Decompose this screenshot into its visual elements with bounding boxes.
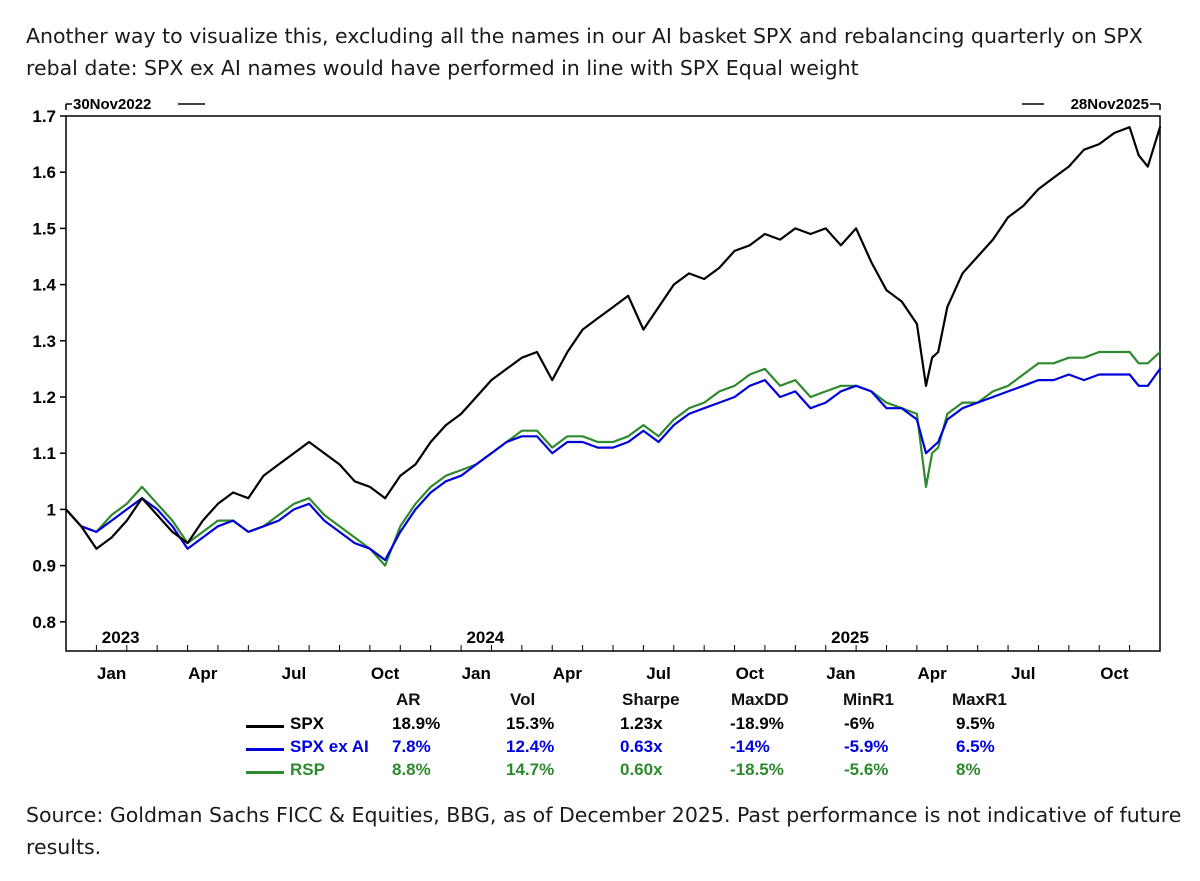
start-date-label: 30Nov2022 [73, 96, 151, 113]
y-tick-label: 0.9 [32, 557, 56, 576]
chart-caption-title: Another way to visualize this, excluding… [26, 24, 1143, 80]
x-tick-label: Jul [282, 664, 307, 683]
x-tick-label: Jan [97, 664, 126, 683]
cell-spx-maxdd: -18.9% [730, 714, 784, 733]
cell-spx-ar: 18.9% [392, 714, 441, 733]
date-range-labels: 30Nov2022 28Nov2025 [65, 96, 1161, 113]
y-tick-label: 1.1 [32, 444, 56, 463]
x-tick-label: Jan [462, 664, 491, 683]
year-label: 2024 [466, 628, 504, 647]
cell-rsp-maxdd: -18.5% [730, 760, 784, 779]
cell-spx-minr1: -6% [844, 714, 875, 733]
legend-label-spx: SPX [290, 714, 325, 733]
x-tick-label: Oct [736, 664, 765, 683]
cell-spx-ex-ai-ar: 7.8% [392, 737, 431, 756]
x-tick-label: Jan [826, 664, 855, 683]
y-axis: 1.7 1.6 1.5 1.4 1.3 1.2 1.1 1 0.9 0.8 [32, 107, 66, 632]
cell-spx-ex-ai-vol: 12.4% [506, 737, 555, 756]
cell-rsp-vol: 14.7% [506, 760, 555, 779]
year-label: 2023 [102, 628, 140, 647]
cell-spx-ex-ai-maxr1: 6.5% [956, 737, 995, 756]
x-axis: Jan Apr Jul Oct Jan Apr Jul Oct Jan Apr Jul Oct 2023… [65, 628, 1161, 683]
series-group [64, 126, 1162, 567]
legend-label-spx-ex-ai: SPX ex AI [290, 737, 369, 756]
cell-rsp-sharpe: 0.60x [620, 760, 663, 779]
cell-rsp-maxr1: 8% [956, 760, 981, 779]
y-tick-label: 1.4 [32, 276, 56, 295]
cell-spx-ex-ai-minr1: -5.9% [844, 737, 889, 756]
y-tick-label: 1 [47, 500, 56, 519]
y-tick-label: 1.5 [32, 219, 56, 238]
x-tick-label: Apr [917, 664, 947, 683]
cell-spx-vol: 15.3% [506, 714, 555, 733]
header-maxr1: MaxR1 [952, 690, 1007, 709]
year-label: 2025 [831, 628, 869, 647]
cell-rsp-ar: 8.8% [392, 760, 431, 779]
y-tick-label: 1.2 [32, 388, 56, 407]
y-tick-label: 1.3 [32, 332, 56, 351]
chart-caption-source: Source: Goldman Sachs FICC & Equities, B… [26, 803, 1182, 859]
plot-area [65, 115, 1161, 652]
y-tick-label: 0.8 [32, 613, 56, 632]
cell-spx-ex-ai-sharpe: 0.63x [620, 737, 663, 756]
legend-line-rsp [246, 771, 284, 774]
x-tick-label: Oct [1100, 664, 1129, 683]
cell-spx-sharpe: 1.23x [620, 714, 663, 733]
x-tick-label: Oct [371, 664, 400, 683]
legend-line-spx-ex-ai [246, 748, 284, 751]
cell-spx-ex-ai-maxdd: -14% [730, 737, 770, 756]
x-tick-label: Jul [646, 664, 671, 683]
series-line-spx-ex-ai [64, 367, 1162, 562]
x-tick-label: Apr [553, 664, 583, 683]
y-tick-label: 1.6 [32, 163, 56, 182]
header-vol: Vol [510, 690, 536, 709]
cell-spx-maxr1: 9.5% [956, 714, 995, 733]
series-line-spx [64, 126, 1162, 550]
y-tick-label: 1.7 [32, 107, 56, 126]
header-sharpe: Sharpe [622, 690, 680, 709]
header-ar: AR [396, 690, 421, 709]
header-minr1: MinR1 [843, 690, 894, 709]
header-maxdd: MaxDD [731, 690, 789, 709]
legend-label-rsp: RSP [290, 760, 325, 779]
x-tick-label: Apr [188, 664, 218, 683]
legend-line-spx [246, 725, 284, 728]
x-tick-label: Jul [1011, 664, 1036, 683]
cell-rsp-minr1: -5.6% [844, 760, 889, 779]
end-date-label: 28Nov2025 [1071, 96, 1149, 113]
